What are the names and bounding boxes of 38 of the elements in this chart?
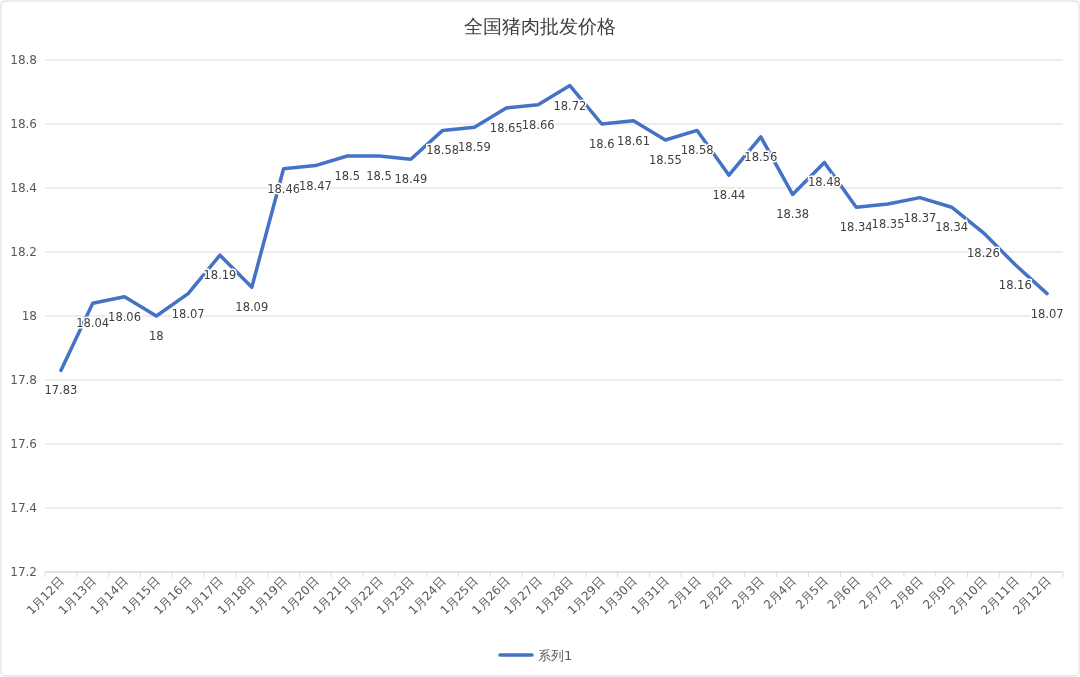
- y-tick-label: 18.4: [10, 181, 37, 195]
- data-label: 18.55: [648, 153, 682, 167]
- y-tick-label: 17.4: [10, 501, 37, 515]
- data-label: 18: [149, 329, 164, 343]
- data-label: 18.34: [839, 220, 873, 235]
- chart-title: 全国猪肉批发价格: [464, 15, 616, 37]
- data-label: 18.59: [458, 140, 491, 155]
- data-label: 17.83: [44, 383, 78, 398]
- data-label: 18.58: [426, 143, 460, 158]
- data-label: 18.35: [871, 217, 905, 231]
- y-tick-label: 17.6: [10, 437, 37, 451]
- legend-label: 系列1: [538, 648, 573, 663]
- data-label: 18.07: [1030, 306, 1064, 321]
- data-label: 18.38: [776, 207, 810, 222]
- data-label: 18.66: [521, 117, 555, 132]
- data-label: 18.6: [588, 137, 615, 151]
- y-tick-label: 18.6: [10, 117, 37, 131]
- y-tick-label: 18: [21, 309, 37, 323]
- data-label: 18.65: [489, 121, 523, 135]
- data-label: 18.49: [394, 172, 428, 187]
- data-label: 18.06: [108, 309, 141, 324]
- data-label: 18.5: [334, 169, 361, 183]
- data-label: 18.34: [935, 220, 969, 235]
- data-label: 18.07: [171, 306, 205, 321]
- y-tick-label: 17.2: [10, 565, 37, 579]
- data-label: 18.44: [712, 188, 746, 203]
- y-tick-label: 18.2: [10, 245, 37, 259]
- data-label: 18.61: [617, 133, 650, 148]
- data-label: 18.37: [903, 210, 937, 225]
- data-label: 18.72: [553, 98, 587, 113]
- data-label: 18.16: [998, 277, 1032, 292]
- y-tick-label: 18.8: [10, 53, 37, 67]
- data-label: 18.19: [203, 268, 237, 283]
- data-label: 18.5: [366, 169, 392, 183]
- data-label: 18.09: [235, 300, 269, 315]
- y-tick-label: 17.8: [10, 373, 37, 387]
- data-label: 18.47: [298, 178, 332, 193]
- data-label: 18.26: [967, 245, 1000, 260]
